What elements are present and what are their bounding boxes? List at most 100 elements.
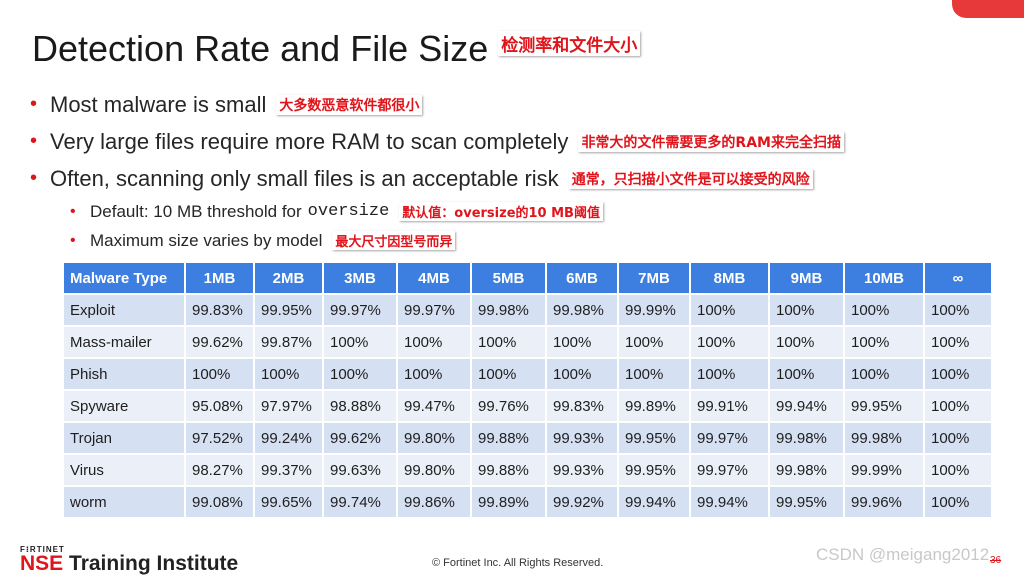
bullet-note: 大多数恶意软件都很小	[276, 94, 423, 115]
sub-bullet-item: • Maximum size varies by model 最大尺寸因型号而异	[70, 226, 844, 255]
column-header: Malware Type	[62, 261, 186, 295]
table-row: Trojan 97.52% 99.24% 99.62% 99.80% 99.88% 99.9…	[62, 421, 993, 455]
detection-rate-cell: 100%	[470, 357, 547, 391]
detection-rate-cell: 99.97%	[322, 293, 398, 327]
column-header: 10MB	[843, 261, 925, 295]
malware-type-cell: Virus	[62, 453, 186, 487]
detection-rate-cell: 99.92%	[545, 485, 619, 519]
detection-rate-cell: 98.88%	[322, 389, 398, 423]
detection-rate-cell: 100%	[617, 325, 691, 359]
malware-type-cell: Exploit	[62, 293, 186, 327]
malware-type-cell: Phish	[62, 357, 186, 391]
copyright-notice: © Fortinet Inc. All Rights Reserved.	[432, 557, 604, 569]
table-header-row: Malware Type 1MB 2MB 3MB 4MB 5MB 6MB 7MB…	[62, 261, 993, 295]
column-header: 3MB	[322, 261, 398, 295]
detection-rate-cell: 99.95%	[617, 453, 691, 487]
detection-rate-cell: 97.97%	[253, 389, 324, 423]
detection-rate-cell: 99.99%	[843, 453, 925, 487]
bullet-text: Often, scanning only small files is an a…	[50, 165, 559, 191]
column-header: 8MB	[689, 261, 770, 295]
bullet-dot-icon: •	[30, 93, 38, 115]
detection-rate-table: Malware Type 1MB 2MB 3MB 4MB 5MB 6MB 7MB…	[62, 261, 993, 519]
bullet-dot-icon: •	[70, 202, 76, 220]
detection-rate-cell: 100%	[923, 421, 993, 455]
detection-rate-cell: 100%	[322, 325, 398, 359]
detection-rate-cell: 99.86%	[396, 485, 472, 519]
detection-rate-cell: 99.98%	[843, 421, 925, 455]
detection-rate-cell: 100%	[768, 357, 845, 391]
detection-rate-cell: 99.99%	[617, 293, 691, 327]
detection-rate-cell: 99.08%	[184, 485, 255, 519]
bullet-list: • Most malware is small 大多数恶意软件都很小 • Ver…	[30, 86, 844, 255]
sub-bullet-note: 默认值：oversize的10 MB阈值	[399, 202, 603, 221]
detection-rate-cell: 99.62%	[322, 421, 398, 455]
detection-rate-cell: 100%	[322, 357, 398, 391]
title-row: Detection Rate and File Size 检测率和文件大小	[32, 28, 641, 70]
detection-rate-cell: 100%	[923, 325, 993, 359]
detection-rate-cell: 100%	[396, 357, 472, 391]
detection-rate-cell: 100%	[923, 389, 993, 423]
malware-type-cell: worm	[62, 485, 186, 519]
column-header: 5MB	[470, 261, 547, 295]
detection-rate-cell: 99.89%	[617, 389, 691, 423]
detection-rate-cell: 100%	[545, 325, 619, 359]
detection-rate-cell: 100%	[923, 453, 993, 487]
detection-rate-cell: 98.27%	[184, 453, 255, 487]
fortinet-nse-logo: F⁝RTINET NSE Training Institute	[20, 545, 238, 575]
table-row: Spyware 95.08% 97.97% 98.88% 99.47% 99.76% 99.…	[62, 389, 993, 423]
bullet-text: Very large files require more RAM to sca…	[50, 128, 569, 154]
detection-rate-cell: 100%	[923, 357, 993, 391]
slide-title: Detection Rate and File Size	[32, 28, 489, 69]
detection-rate-cell: 99.98%	[470, 293, 547, 327]
fortinet-wordmark: F⁝RTINET	[20, 545, 65, 554]
bullet-item: • Very large files require more RAM to s…	[30, 123, 844, 160]
detection-rate-cell: 100%	[617, 357, 691, 391]
detection-rate-cell: 100%	[923, 485, 993, 519]
detection-rate-cell: 100%	[253, 357, 324, 391]
watermark: CSDN @meigang2012	[816, 545, 990, 564]
table-body: Exploit 99.83% 99.95% 99.97% 99.97% 99.98% 99.…	[62, 293, 993, 519]
bullet-note: 通常，只扫描小文件是可以接受的风险	[568, 168, 813, 189]
detection-rate-cell: 99.98%	[545, 293, 619, 327]
table-row: Virus 98.27% 99.37% 99.63% 99.80% 99.88% 99.93…	[62, 453, 993, 487]
bullet-text: Most malware is small	[50, 91, 267, 117]
detection-rate-cell: 99.83%	[184, 293, 255, 327]
page-number: 36	[990, 555, 1002, 566]
detection-rate-cell: 99.37%	[253, 453, 324, 487]
corner-tab-decoration	[952, 0, 1024, 18]
detection-rate-cell: 99.47%	[396, 389, 472, 423]
detection-rate-cell: 99.97%	[689, 453, 770, 487]
detection-rate-cell: 99.93%	[545, 421, 619, 455]
sub-bullet-text: Maximum size varies by model	[90, 230, 323, 250]
sub-bullet-note: 最大尺寸因型号而异	[332, 231, 456, 250]
detection-rate-cell: 99.76%	[470, 389, 547, 423]
detection-rate-cell: 100%	[923, 293, 993, 327]
detection-rate-cell: 99.88%	[470, 421, 547, 455]
bullet-note: 非常大的文件需要更多的RAM来完全扫描	[578, 131, 844, 152]
detection-rate-cell: 99.95%	[617, 421, 691, 455]
bullet-dot-icon: •	[30, 130, 38, 152]
detection-rate-cell: 99.97%	[396, 293, 472, 327]
column-header: 9MB	[768, 261, 845, 295]
detection-rate-cell: 100%	[843, 325, 925, 359]
detection-rate-cell: 99.95%	[253, 293, 324, 327]
detection-rate-cell: 100%	[689, 293, 770, 327]
bullet-dot-icon: •	[30, 167, 38, 189]
detection-rate-cell: 99.87%	[253, 325, 324, 359]
detection-rate-cell: 100%	[689, 357, 770, 391]
column-header: ∞	[923, 261, 993, 295]
detection-rate-cell: 100%	[843, 357, 925, 391]
bullet-item: • Most malware is small 大多数恶意软件都很小	[30, 86, 844, 123]
detection-rate-cell: 100%	[768, 293, 845, 327]
bullet-item: • Often, scanning only small files is an…	[30, 160, 844, 197]
detection-rate-cell: 99.91%	[689, 389, 770, 423]
code-oversize: oversize	[307, 202, 390, 221]
detection-rate-cell: 97.52%	[184, 421, 255, 455]
detection-rate-cell: 99.94%	[689, 485, 770, 519]
detection-rate-cell: 99.93%	[545, 453, 619, 487]
detection-rate-cell: 99.98%	[768, 421, 845, 455]
malware-type-cell: Trojan	[62, 421, 186, 455]
detection-rate-cell: 99.96%	[843, 485, 925, 519]
detection-rate-cell: 95.08%	[184, 389, 255, 423]
title-note: 检测率和文件大小	[498, 31, 641, 56]
